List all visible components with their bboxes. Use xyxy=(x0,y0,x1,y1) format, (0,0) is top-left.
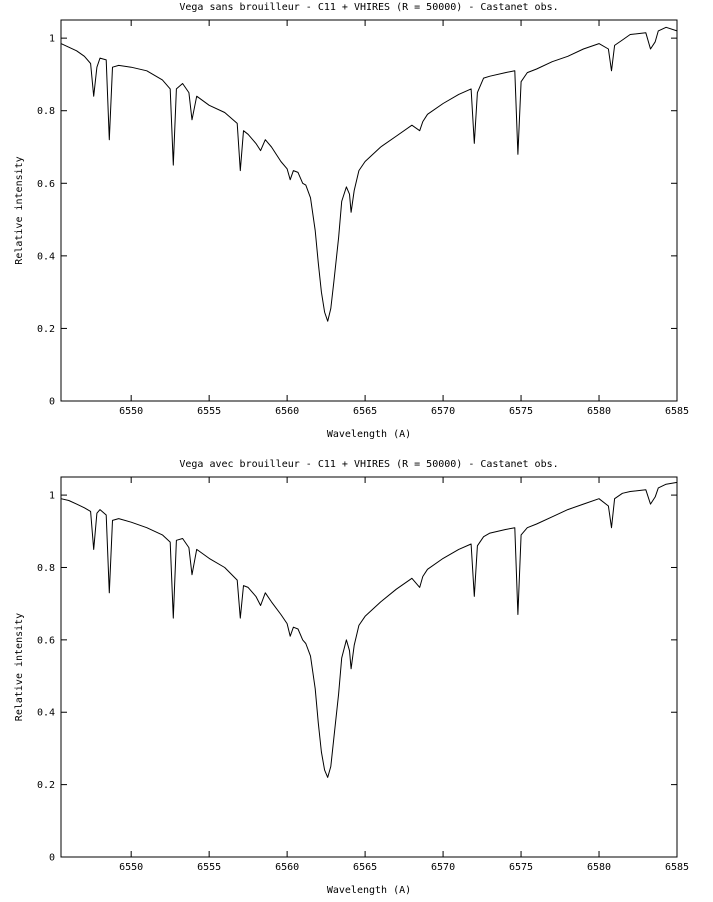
y-tick-label: 0.2 xyxy=(37,780,55,791)
x-tick-label: 6550 xyxy=(119,406,143,417)
x-tick-label: 6570 xyxy=(431,406,455,417)
x-tick-label: 6565 xyxy=(353,406,377,417)
chart-top: Vega sans brouilleur - C11 + VHIRES (R =… xyxy=(14,2,689,440)
y-tick-label: 0.6 xyxy=(37,179,55,190)
x-axis-label: Wavelength (A) xyxy=(327,885,411,896)
y-tick-label: 1 xyxy=(49,491,55,502)
x-tick-label: 6550 xyxy=(119,862,143,873)
plot-frame xyxy=(60,19,678,402)
x-tick-label: 6580 xyxy=(587,406,611,417)
x-tick-label: 6565 xyxy=(353,862,377,873)
y-tick-label: 0.4 xyxy=(37,251,55,262)
x-tick-label: 6585 xyxy=(665,862,689,873)
y-tick-label: 0.8 xyxy=(37,106,55,117)
y-tick-label: 1 xyxy=(49,34,55,45)
spectrum-line xyxy=(60,481,678,778)
spectrum-line xyxy=(60,26,678,322)
chart-bottom: Vega avec brouilleur - C11 + VHIRES (R =… xyxy=(14,459,689,896)
y-axis-label: Relative intensity xyxy=(14,156,25,264)
x-tick-label: 6580 xyxy=(587,862,611,873)
y-tick-label: 0.4 xyxy=(37,708,55,719)
x-tick-label: 6555 xyxy=(197,406,221,417)
x-tick-label: 6585 xyxy=(665,406,689,417)
x-axis-label: Wavelength (A) xyxy=(327,429,411,440)
y-axis-label: Relative intensity xyxy=(14,613,25,721)
x-tick-label: 6555 xyxy=(197,862,221,873)
chart-title: Vega avec brouilleur - C11 + VHIRES (R =… xyxy=(179,459,558,470)
y-tick-label: 0.8 xyxy=(37,563,55,574)
y-tick-label: 0.6 xyxy=(37,635,55,646)
chart-title: Vega sans brouilleur - C11 + VHIRES (R =… xyxy=(179,2,558,13)
x-tick-label: 6570 xyxy=(431,862,455,873)
y-tick-label: 0.2 xyxy=(37,324,55,335)
plot-frame xyxy=(60,476,678,858)
y-tick-label: 0 xyxy=(49,853,55,864)
x-tick-label: 6560 xyxy=(275,862,299,873)
y-tick-label: 0 xyxy=(49,397,55,408)
x-tick-label: 6575 xyxy=(509,862,533,873)
x-tick-label: 6560 xyxy=(275,406,299,417)
x-tick-label: 6575 xyxy=(509,406,533,417)
